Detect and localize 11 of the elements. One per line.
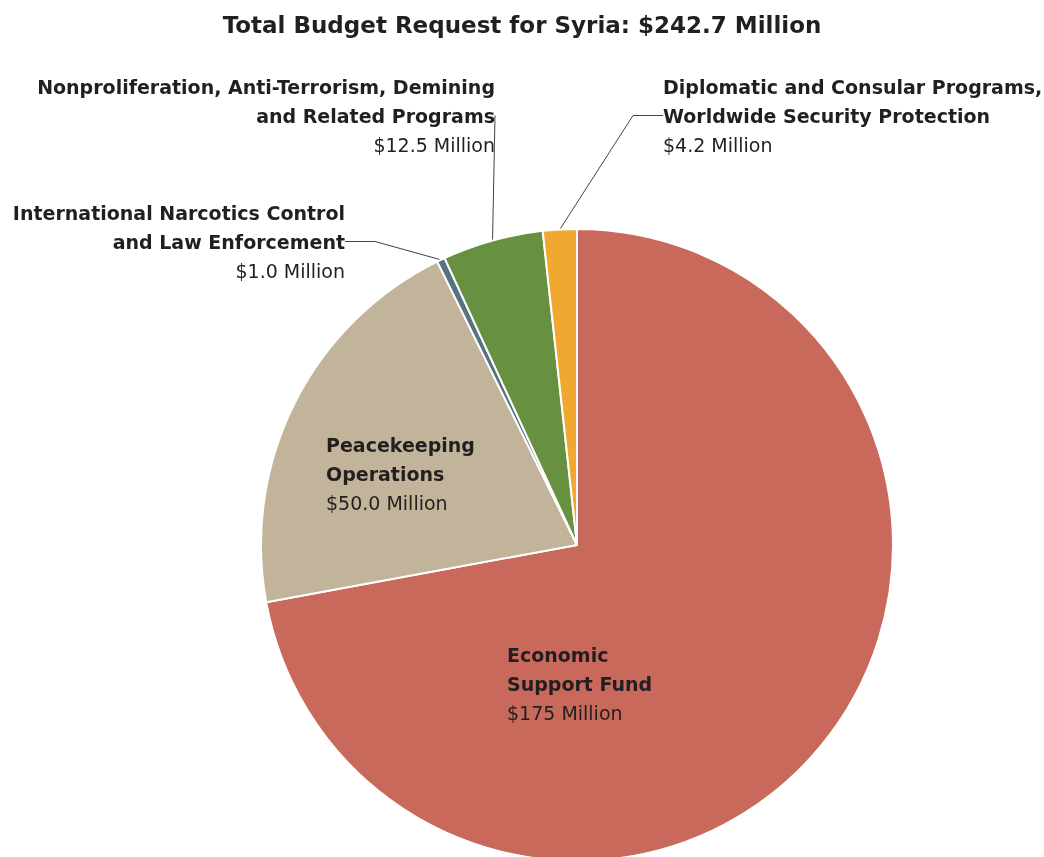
chart-title: Total Budget Request for Syria: $242.7 Million [222, 11, 822, 38]
slice-label: International Narcotics Control and Law Enforcement [12, 201, 345, 253]
slice-label: Diplomatic and Consular Programs, Worldwide Security Protection [663, 75, 1043, 127]
data-label: $1.0 Million [235, 259, 345, 282]
slice-label: Economic Support Fund [507, 643, 653, 695]
slice-label: Peacekeeping Operations [326, 433, 475, 485]
slice-label: Nonproliferation, Anti-Terrorism, Demining and Related Programs [37, 75, 495, 127]
data-label: $50.0 Million [326, 491, 448, 514]
data-label: $4.2 Million [663, 133, 773, 156]
data-label: $175 Million [507, 701, 623, 724]
data-label: $12.5 Million [373, 133, 495, 156]
